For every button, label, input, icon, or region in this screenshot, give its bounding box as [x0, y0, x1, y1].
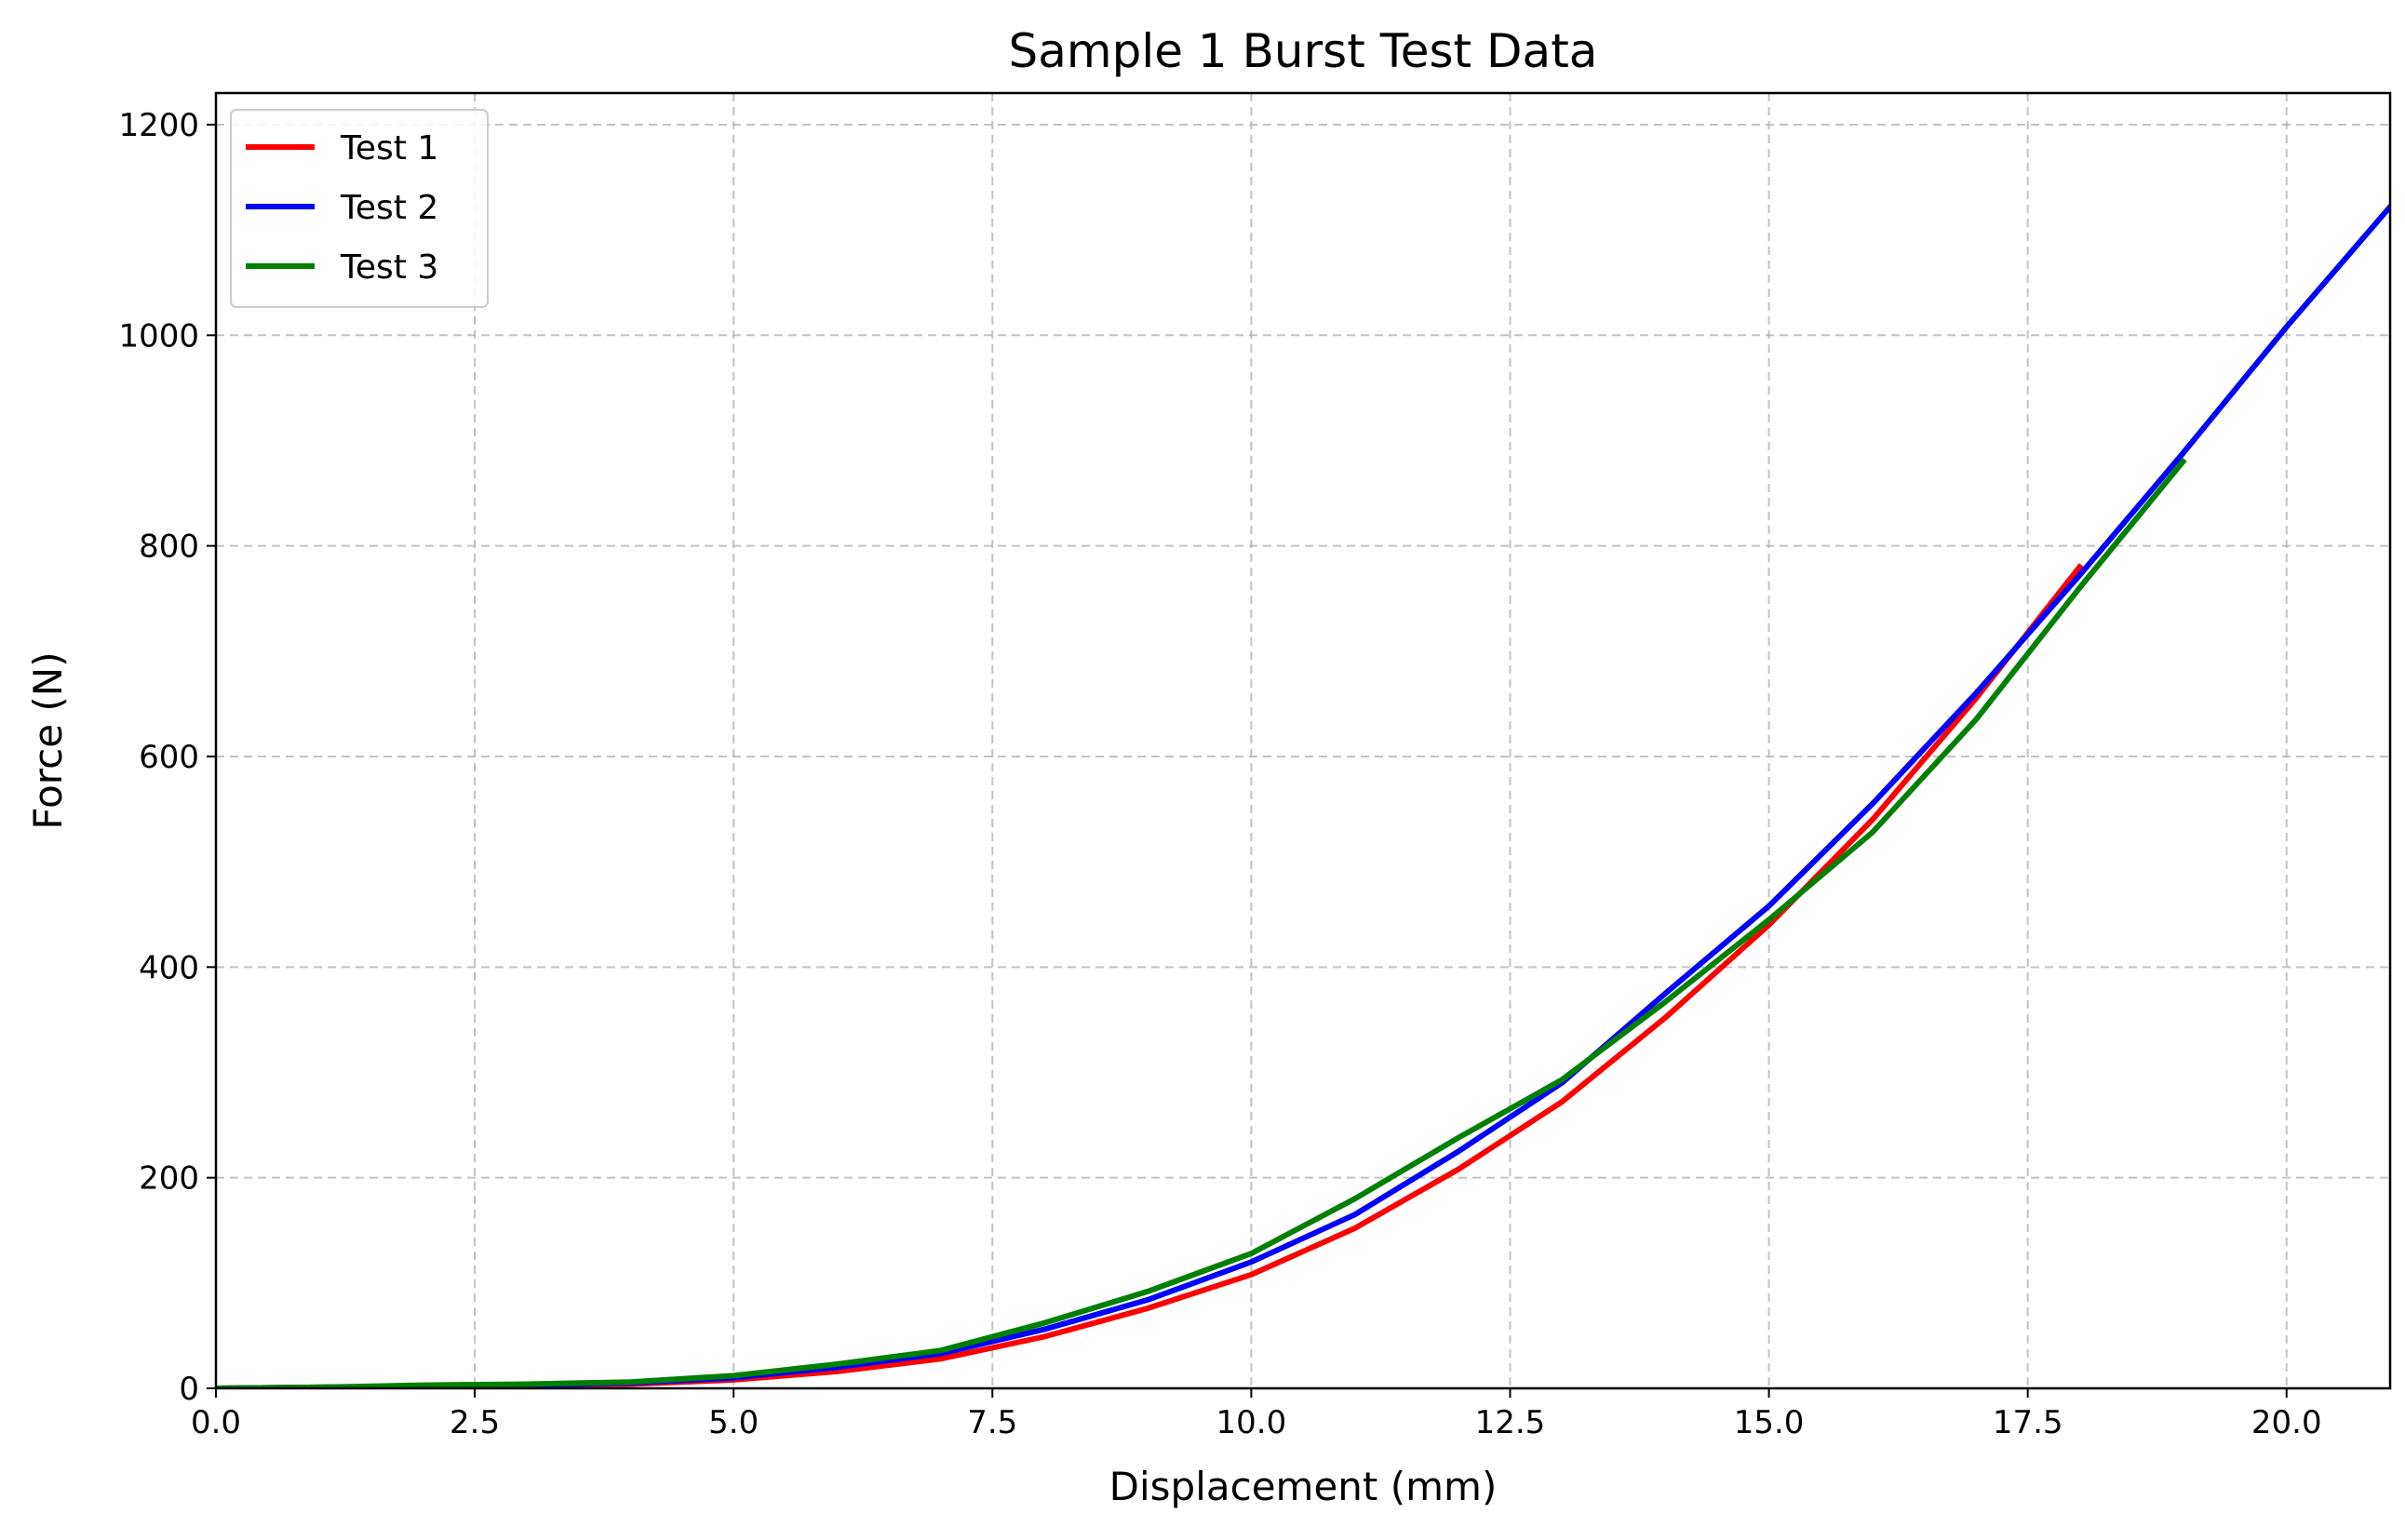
y-tick-label: 1000 [118, 317, 199, 355]
series-line-test-3 [216, 457, 2187, 1388]
x-tick-label: 5.0 [708, 1404, 759, 1441]
axes-frame [214, 91, 2392, 1390]
x-tick-label: 17.5 [1993, 1404, 2063, 1441]
x-tick-label: 20.0 [2251, 1404, 2322, 1441]
y-tick-label: 600 [139, 739, 199, 776]
x-tick-label: 2.5 [450, 1404, 500, 1441]
legend: Test 1 Test 2 Test 3 [230, 109, 489, 308]
x-tick-label: 0.0 [191, 1404, 241, 1441]
axis-ticks: 0.0 2.5 5.0 7.5 10.0 12.5 15.0 17.5 20.0 0 200 400 6… [118, 107, 2321, 1441]
y-axis-label: Force (N) [25, 651, 71, 829]
y-tick-label: 0 [179, 1371, 199, 1408]
x-tick-label: 7.5 [967, 1404, 1017, 1441]
y-tick-label: 200 [139, 1160, 199, 1198]
legend-label: Test 1 [340, 129, 438, 167]
y-tick-label: 800 [139, 529, 199, 566]
y-tick-label: 400 [139, 949, 199, 986]
legend-label: Test 2 [340, 189, 438, 227]
x-tick-label: 12.5 [1475, 1404, 1546, 1441]
plot-series [216, 202, 2390, 1388]
chart-title: Sample 1 Burst Test Data [1009, 24, 1598, 78]
x-tick-label: 15.0 [1734, 1404, 1805, 1441]
y-tick-label: 1200 [118, 107, 199, 144]
x-tick-label: 10.0 [1216, 1404, 1287, 1441]
legend-label: Test 3 [340, 248, 438, 287]
legend-box [230, 109, 489, 308]
x-axis-label: Displacement (mm) [1109, 1464, 1498, 1509]
